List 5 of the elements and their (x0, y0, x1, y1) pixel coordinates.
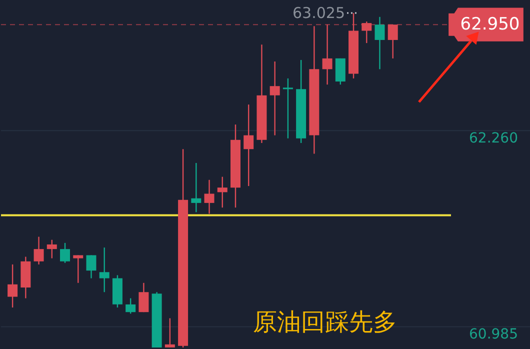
annotation: 原油回踩先多 (253, 308, 397, 336)
y-tick-label: 62.260 (469, 130, 518, 147)
ref-line-label: 62.950 (460, 14, 520, 35)
y-tick-label: 60.985 (469, 326, 518, 343)
annotation: 63.025 (292, 4, 345, 22)
